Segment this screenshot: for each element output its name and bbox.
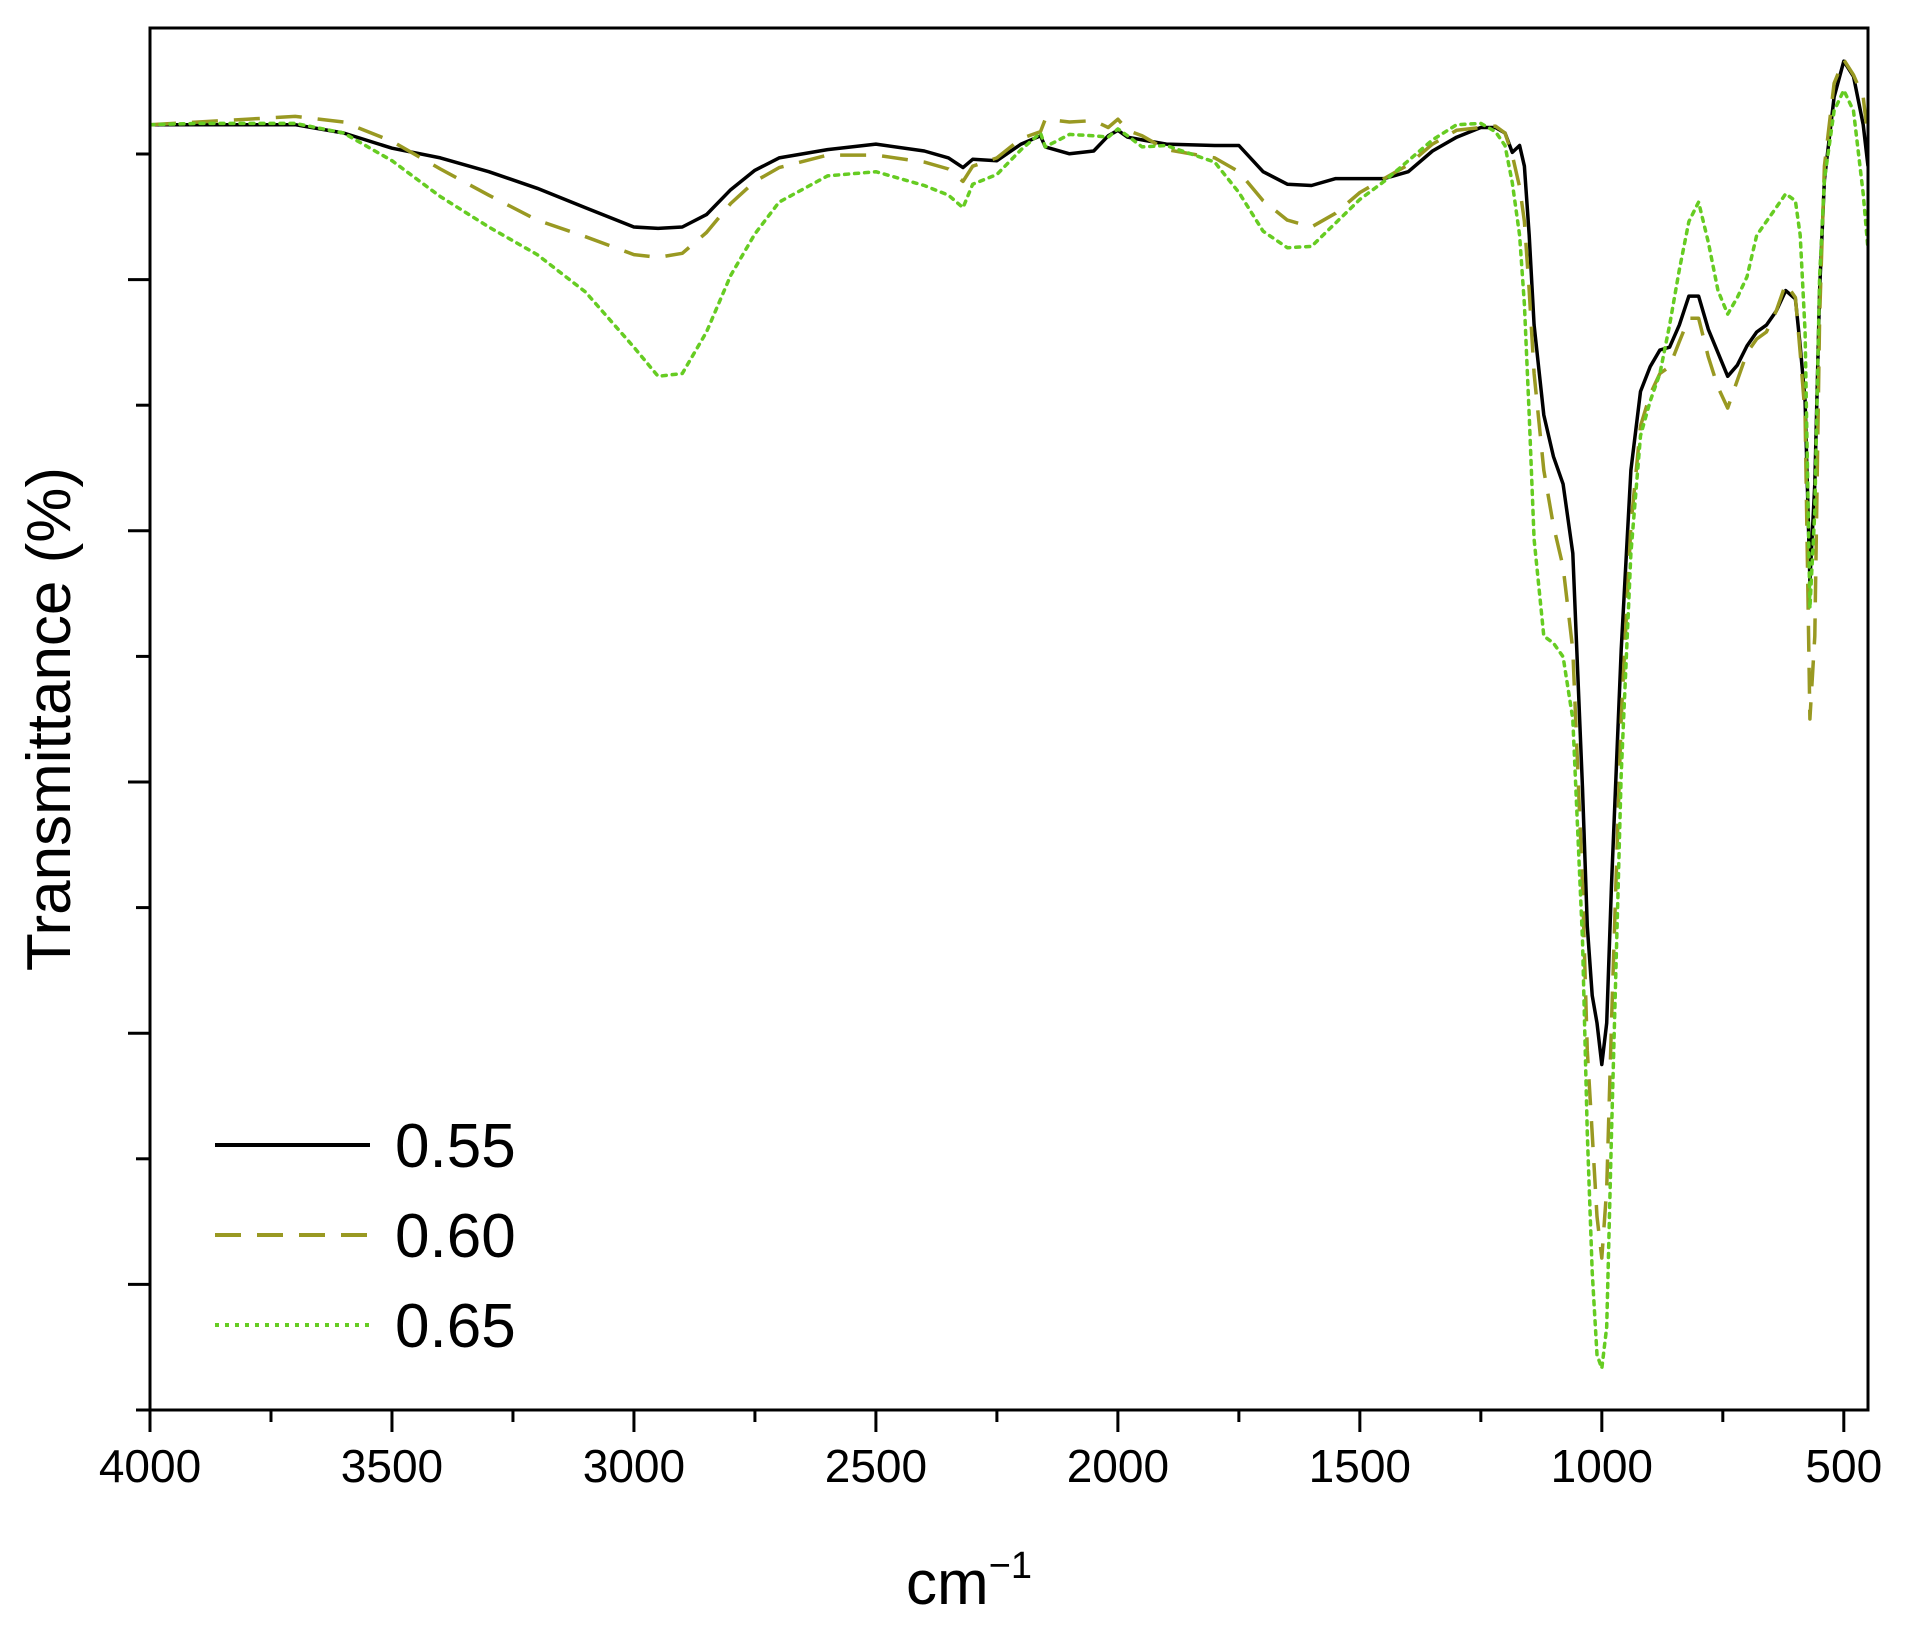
x-axis-title-superscript: −1 [989, 1545, 1032, 1587]
legend-label-0.55: 0.55 [395, 1112, 516, 1181]
legend: 0.55 0.60 0.65 [215, 1112, 516, 1361]
x-tick-label: 1500 [1309, 1440, 1411, 1492]
x-tick-label: 2000 [1067, 1440, 1169, 1492]
x-axis-title: cm−1 [906, 1545, 1032, 1618]
series-line-0.60 [150, 58, 1868, 1260]
legend-label-0.65: 0.65 [395, 1292, 516, 1361]
series-line-0.55 [150, 59, 1868, 1067]
x-tick-label: 500 [1805, 1440, 1882, 1492]
x-tick-label: 3000 [583, 1440, 685, 1492]
series-layer [150, 58, 1868, 1371]
x-tick-label: 1000 [1551, 1440, 1653, 1492]
legend-label-0.60: 0.60 [395, 1202, 516, 1271]
series-line-0.65 [150, 88, 1868, 1371]
x-axis: 4000 3500 3000 2500 2000 1500 1000 500 [99, 1410, 1882, 1492]
y-axis-title: Transmittance (%) [15, 467, 84, 971]
x-tick-label: 2500 [825, 1440, 927, 1492]
x-tick-label: 3500 [341, 1440, 443, 1492]
x-axis-title-base: cm [906, 1549, 989, 1618]
x-tick-label: 4000 [99, 1440, 201, 1492]
y-axis [128, 152, 150, 1412]
plot-frame [148, 26, 1870, 1412]
